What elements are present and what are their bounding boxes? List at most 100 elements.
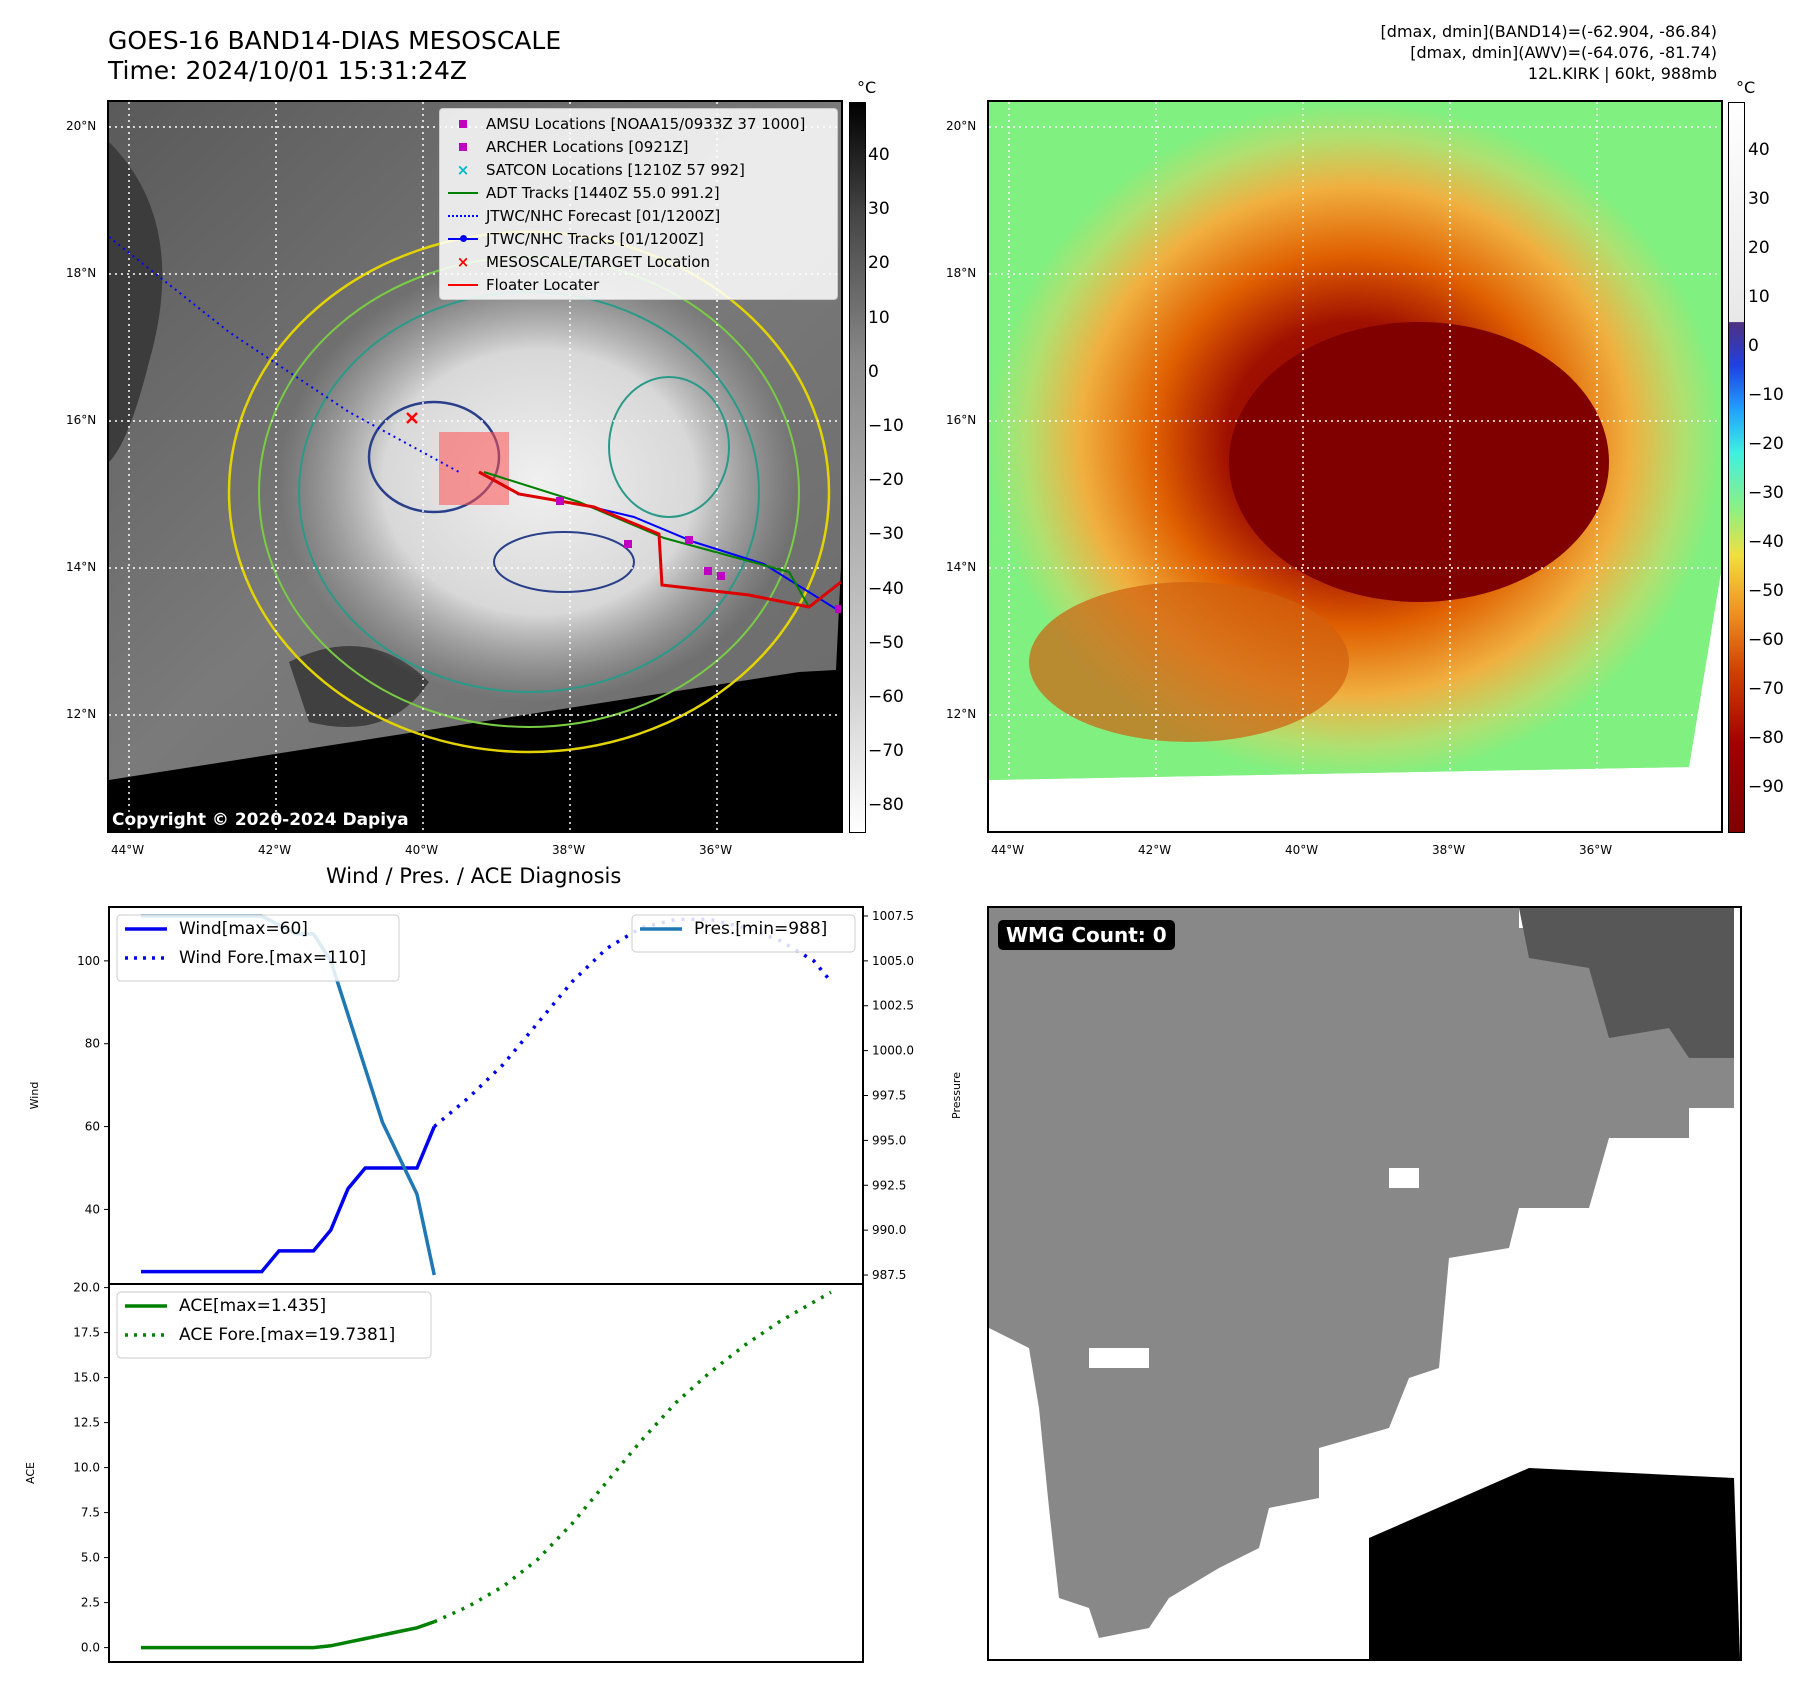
storm-info: 12L.KIRK | 60kt, 988mb [1527,64,1717,83]
y-tick-label: 80 [85,1037,100,1051]
dmax-band14: [dmax, dmin](BAND14)=(-62.904, -86.84) [1380,22,1717,41]
colorbar-tick-label: −70 [1748,679,1784,699]
y2-tick-label: 995.0 [872,1133,906,1147]
colorbar-tick-label: 40 [1748,140,1770,160]
target-marker [406,412,418,424]
y2-tick-label: 992.5 [872,1178,906,1192]
y-tick-label: 60 [85,1120,100,1134]
chart-legend [116,914,400,982]
colorbar-tick-label: −80 [868,795,904,816]
color-map-image [989,102,1721,831]
y2-tick-label: 1005.0 [872,954,914,968]
legend-item-tracks: JTWC/NHC Tracks [01/1200Z] [440,227,837,250]
lon-label: 42°W [1138,843,1172,857]
legend-label: Wind[max=60] [179,919,308,939]
wmg-image [989,908,1740,1659]
legend-label: ACE Fore.[max=19.7381] [179,1325,395,1345]
floater-box [439,432,509,505]
colorbar-tick-label: −30 [1748,483,1784,503]
y-tick-label: 2.5 [81,1596,100,1610]
lon-label: 40°W [405,843,439,857]
colorbar-tick-label: 10 [1748,287,1770,307]
y2-tick-label: 1002.5 [872,999,914,1013]
y2-tick-label: 987.5 [872,1268,906,1282]
y-tick-label: 40 [85,1202,100,1216]
colorbar-tick-label: 40 [868,145,890,165]
legend-item-forecast: JTWC/NHC Forecast [01/1200Z] [440,204,837,227]
y-tick-label: 10.0 [73,1461,100,1475]
lat-label: 16°N [66,413,97,427]
lon-label: 40°W [1285,843,1319,857]
y-tick-label: 0.0 [81,1641,100,1655]
copyright-text: Copyright © 2020-2024 Dapiya [112,810,409,830]
dmax-awv: [dmax, dmin](AWV)=(-64.076, -81.74) [1410,43,1717,62]
lat-label: 16°N [946,413,977,427]
lat-label: 14°N [66,560,97,574]
lon-label: 38°W [1432,843,1466,857]
red-x-icon: × [456,252,470,271]
magenta-square-icon [459,119,467,128]
legend-item-target: × MESOSCALE/TARGET Location [440,250,837,273]
blue-line-dot-icon [448,234,478,242]
wmg-count-badge: WMG Count: 0 [998,920,1175,950]
gray-colorbar-unit: °C [857,78,877,97]
y-tick-label: 15.0 [73,1371,100,1385]
y2-tick-label: 997.5 [872,1089,906,1103]
legend-label: ACE[max=1.435] [179,1296,326,1316]
y-tick-label: 100 [77,954,100,968]
floater-locater-line [478,470,841,609]
chart-legend [631,914,856,953]
legend-label: Pres.[min=988] [694,919,827,939]
y-tick-label: 17.5 [73,1326,100,1340]
y2-tick-label: 990.0 [872,1223,906,1237]
colorbar-tick-label: −50 [868,632,904,653]
red-line-icon [448,283,478,286]
colorbar-tick-label: −70 [868,741,904,762]
lat-label: 18°N [66,266,97,280]
y2-tick-label: 1000.0 [872,1044,914,1058]
gray-colorbar [849,102,866,833]
lat-label: 12°N [946,707,977,721]
figure-title: GOES-16 BAND14-DIAS MESOSCALE [108,26,562,55]
y-tick-label: 12.5 [73,1416,100,1430]
lon-label: 44°W [111,843,145,857]
y-tick-label: 20.0 [73,1281,100,1295]
legend-item-floater: Floater Locater [440,273,837,296]
colorbar-tick-label: 30 [868,199,890,220]
lat-label: 12°N [66,707,97,721]
ace-line [141,1620,435,1650]
colorbar-tick-label: −90 [1748,777,1784,797]
color-map-panel [987,100,1723,833]
chart-legend [116,1291,432,1359]
color-colorbar-unit: °C [1736,78,1756,97]
lon-label: 36°W [699,843,733,857]
colorbar-tick-label: −60 [868,687,904,707]
y-tick-label: 7.5 [81,1506,100,1520]
y-tick-label: 5.0 [81,1551,100,1565]
ace-forecast-line [433,1290,832,1624]
lon-label: 38°W [552,843,586,857]
green-line-icon [448,191,478,194]
legend-item-adt: ADT Tracks [1440Z 55.0 991.2] [440,181,837,204]
ace-axes-frame [108,1283,864,1663]
pressure-axis-label: Pressure [950,1072,963,1119]
y2-tick-label: 1007.5 [872,909,914,923]
legend-item-amsu: AMSU Locations [NOAA15/0933Z 37 1000] [440,112,837,135]
colorbar-tick-label: −80 [1748,728,1784,748]
cyan-x-icon: × [456,160,470,179]
figure-time: Time: 2024/10/01 15:31:24Z [108,56,467,85]
colorbar-tick-label: 0 [1748,336,1759,356]
map-legend: AMSU Locations [NOAA15/0933Z 37 1000] AR… [439,108,838,300]
colorbar-tick-label: 0 [868,361,879,382]
magenta-square-icon [459,142,467,151]
legend-item-satcon: × SATCON Locations [1210Z 57 992] [440,158,837,181]
legend-label: Wind Fore.[max=110] [179,948,366,968]
wmg-panel [987,906,1742,1661]
colorbar-tick-label: −30 [868,524,904,545]
diagnosis-chart: 40 60 80 100 987.5 990.0 992.5 995.0 997.5 1000.0… [24,906,963,1663]
blue-dotted-line-icon [448,214,478,217]
lon-label: 42°W [258,843,292,857]
wind-line [141,1125,436,1274]
lat-label: 20°N [946,119,977,133]
colorbar-tick-label: 20 [1748,238,1770,258]
